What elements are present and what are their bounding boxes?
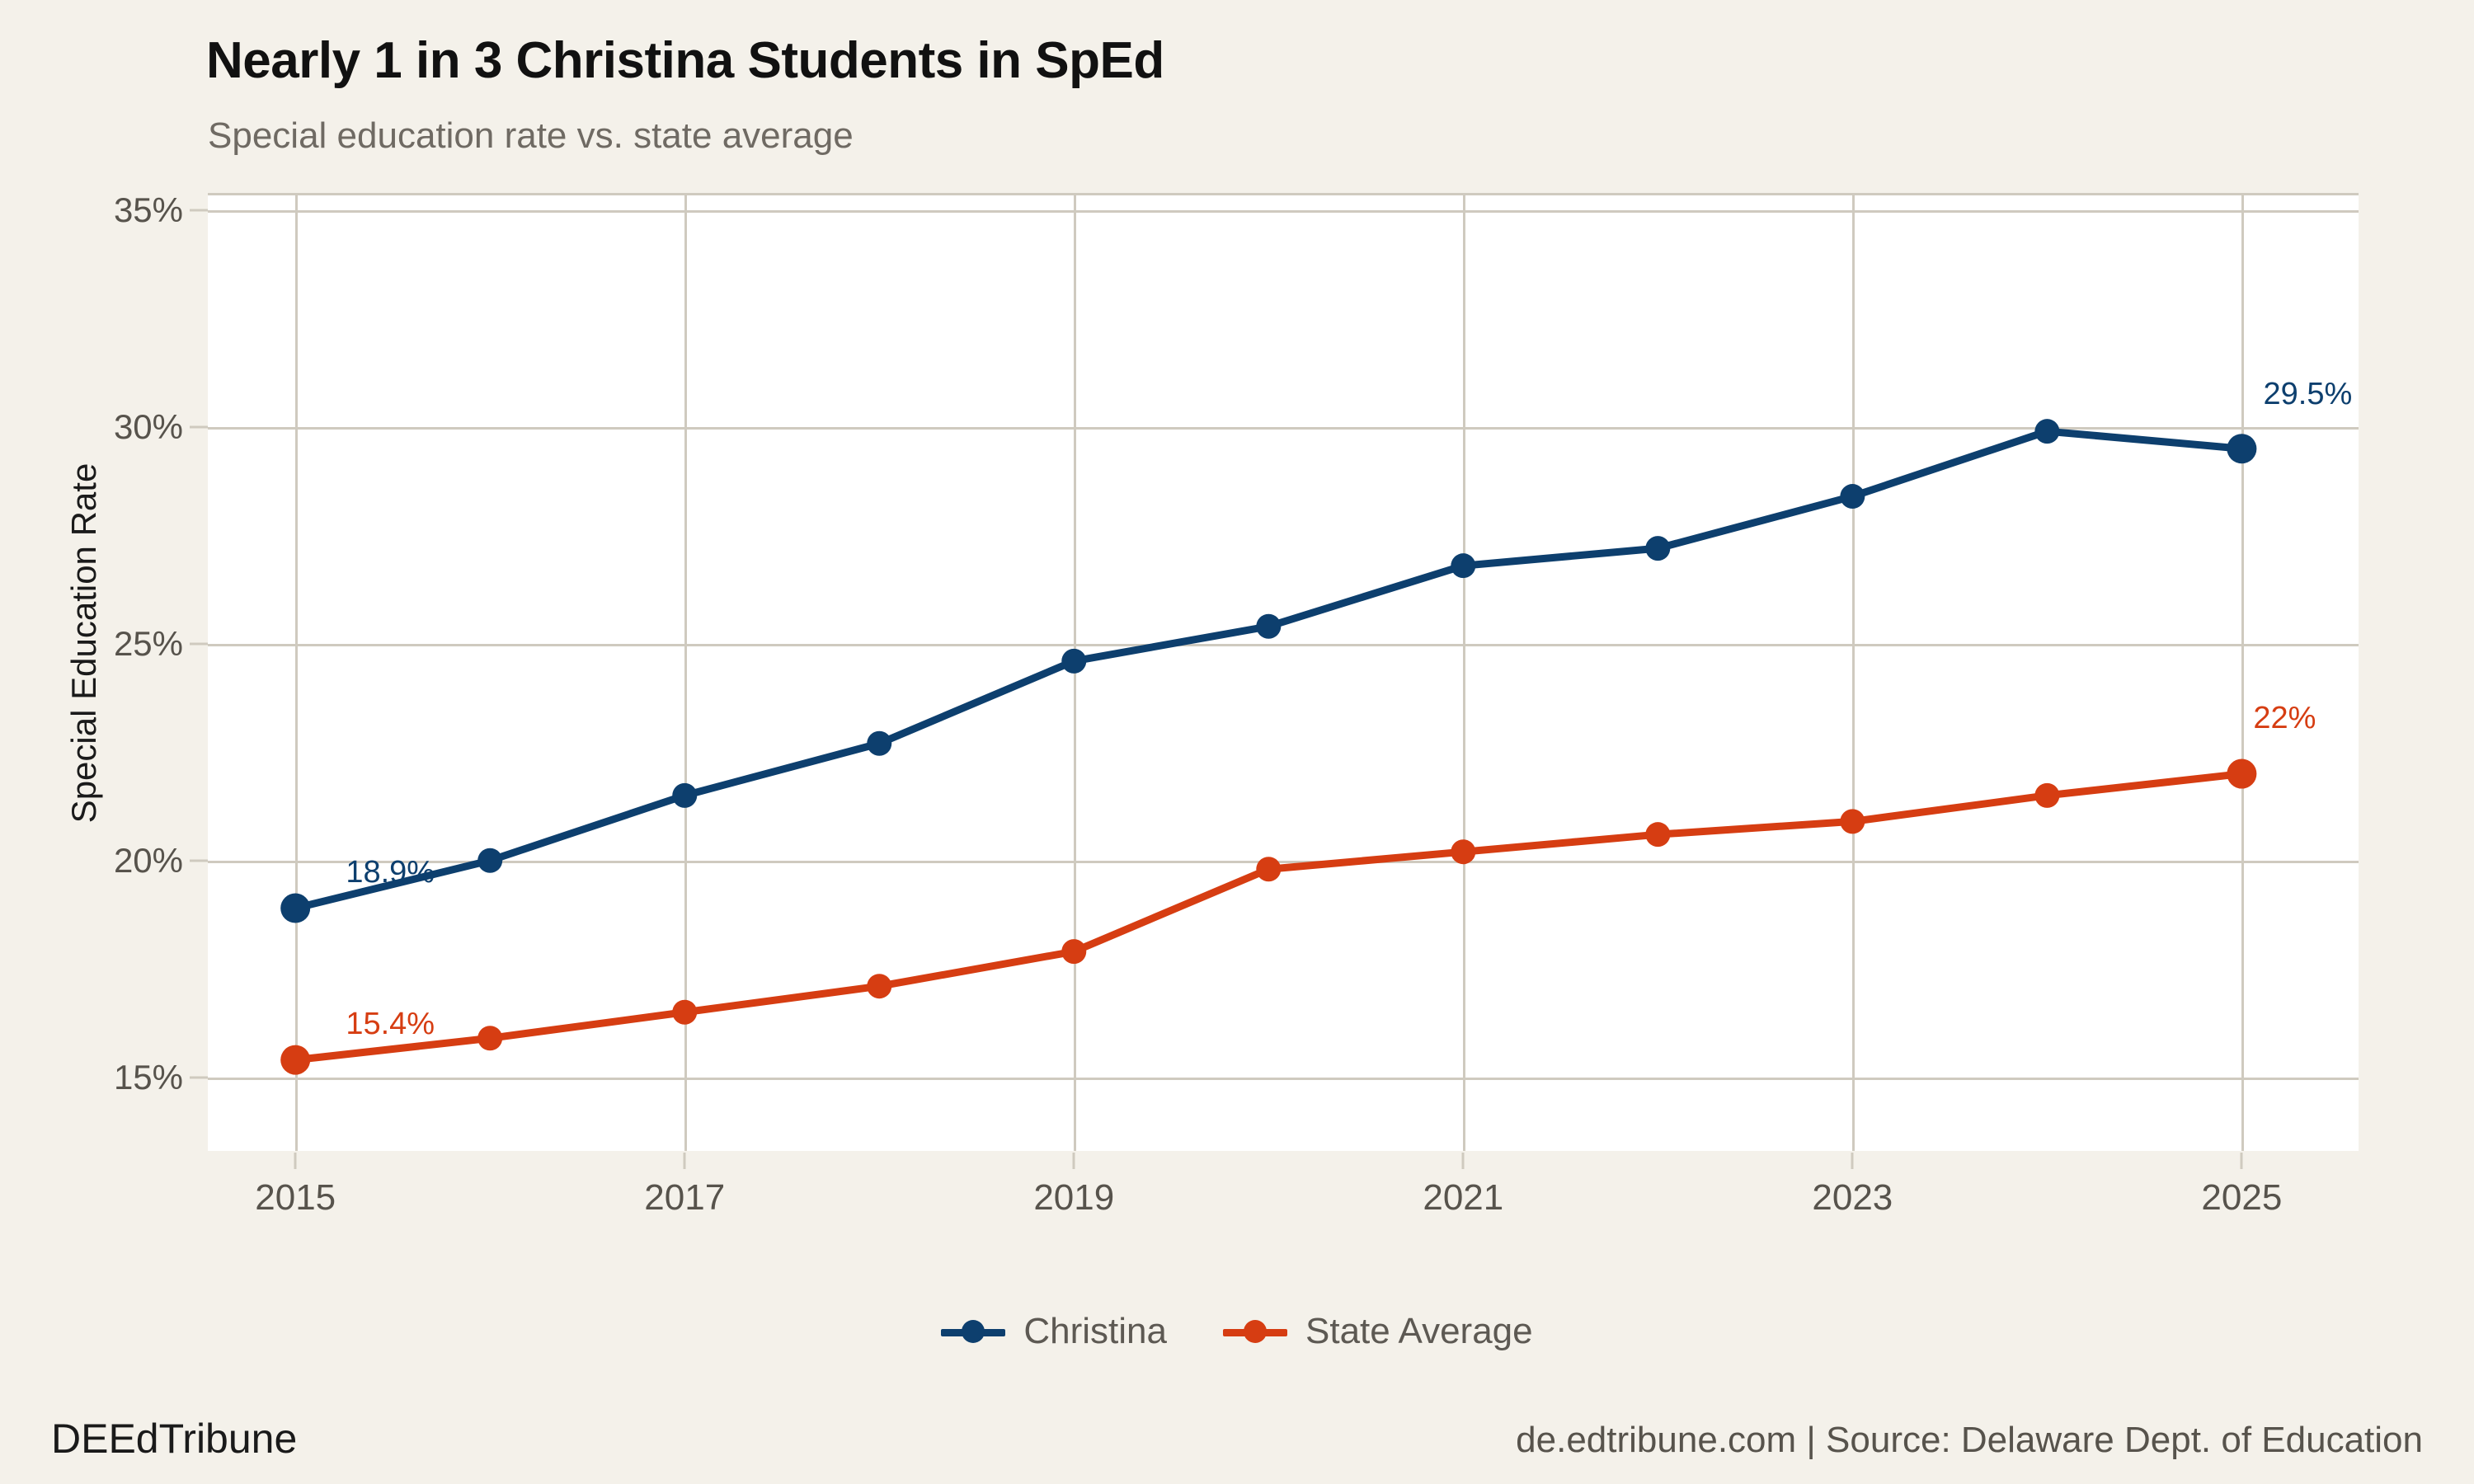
data-point-label: 15.4% [346,1006,435,1041]
gridline-vertical [295,193,299,1151]
data-point-label: 18.9% [346,854,435,890]
legend-marker-icon [941,1320,1006,1343]
y-axis-tick-label: 25% [113,623,183,663]
chart-subtitle: Special education rate vs. state average [208,115,854,156]
source-attribution: de.edtribune.com | Source: Delaware Dept… [1516,1420,2423,1460]
chart-title: Nearly 1 in 3 Christina Students in SpEd [206,32,1164,89]
x-axis-tick-mark [2240,1153,2243,1169]
y-axis-tick-mark [190,209,208,212]
gridline-horizontal [208,210,2359,214]
data-point-label: 29.5% [2263,377,2353,412]
x-axis-tick-mark [1072,1153,1075,1169]
gridline-horizontal [208,643,2359,646]
chart-legend: Christina State Average [0,1311,2474,1352]
x-axis-tick-mark [1461,1153,1465,1169]
gridline-vertical [1074,193,1077,1151]
brand-wordmark: DEEdTribune [51,1416,298,1462]
y-axis-tick-mark [190,859,208,862]
gridline-vertical [684,193,688,1151]
legend-item[interactable]: Christina [941,1311,1167,1352]
y-axis-tick-label: 20% [113,840,183,880]
legend-item[interactable]: State Average [1223,1311,1533,1352]
gridline-horizontal [208,860,2359,863]
legend-marker-icon [1223,1320,1287,1343]
x-axis-tick-mark [1851,1153,1854,1169]
x-axis-tick-label: 2023 [1812,1177,1893,1218]
y-axis-ticks: 15% 20% 25% 30% 35% [0,0,208,1484]
x-axis-tick-mark [683,1153,686,1169]
x-axis-tick-label: 2017 [644,1177,726,1218]
gridline-horizontal [208,1077,2359,1080]
y-axis-tick-label: 35% [113,190,183,230]
y-axis-tick-mark [190,642,208,646]
y-axis-tick-mark [190,425,208,429]
y-axis-tick-label: 15% [113,1057,183,1097]
gridline-vertical [1852,193,1856,1151]
gridline-horizontal [208,426,2359,430]
x-axis-tick-label: 2019 [1033,1177,1115,1218]
plot-top-rule [208,193,2359,195]
legend-label: Christina [1023,1311,1167,1351]
gridline-vertical [1463,193,1466,1151]
y-axis-tick-label: 30% [113,406,183,446]
x-axis-tick-mark [294,1153,297,1169]
legend-label: State Average [1305,1311,1533,1351]
y-axis-tick-mark [190,1076,208,1079]
plot-area [208,193,2359,1151]
gridline-vertical [2241,193,2245,1151]
x-axis-tick-label: 2015 [255,1177,336,1218]
x-axis-tick-label: 2025 [2201,1177,2283,1218]
data-point-label: 22% [2253,700,2316,735]
x-axis-tick-label: 2021 [1423,1177,1504,1218]
